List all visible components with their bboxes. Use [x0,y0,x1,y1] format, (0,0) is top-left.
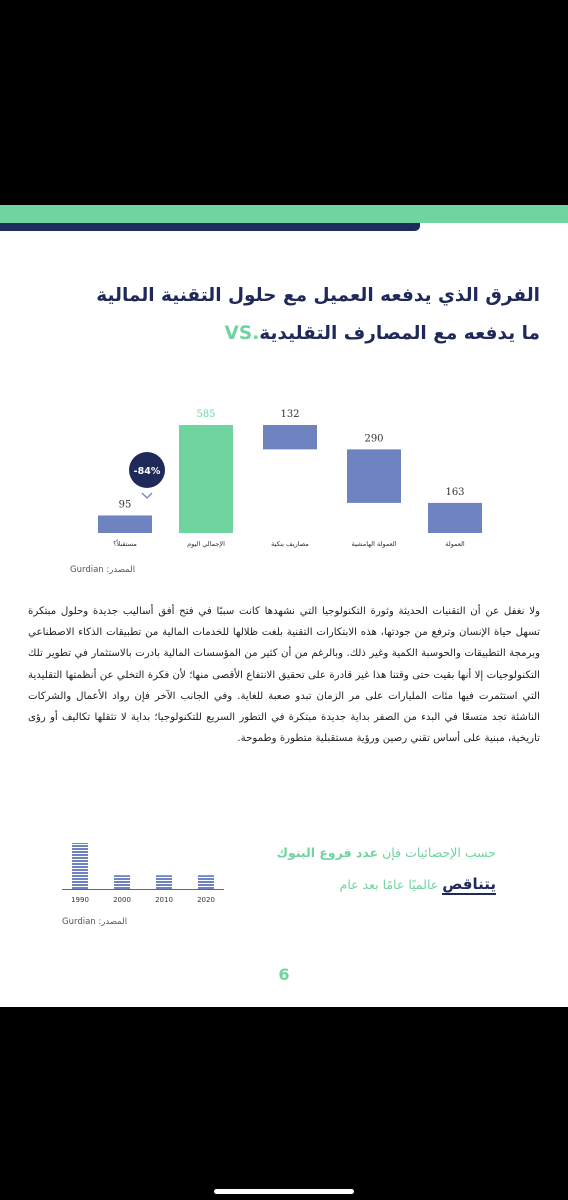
mini-chart-source: المصدر: Gurdian [62,917,128,927]
title-text: ما يدفعه مع المصارف التقليدية [259,323,540,344]
chart-bar [98,515,152,533]
vs-label: VS. [224,323,260,344]
branches-mini-chart-svg: 1990 2000 2010 2020 [62,843,224,904]
chevron-down-icon [141,492,153,499]
stat-suffix: عالميًا عامًا بعد عام [339,877,443,892]
document-page: الفرق الذي يدفعه العميل مع حلول التقنية … [0,205,568,1007]
page-title: الفرق الذي يدفعه العميل مع حلول التقنية … [96,277,540,353]
reduction-badge [129,452,165,488]
chart-category-label: العمولة الهامشية [351,540,396,548]
chart-bar [263,425,317,450]
header-band-navy [0,223,420,231]
chart-source: المصدر: Gurdian [70,565,136,575]
mini-chart-year-label: 2020 [197,896,215,904]
mini-chart-year-label: 2000 [113,896,131,904]
stat-verb: يتناقص [442,875,496,895]
waterfall-chart: 95 مستقبلاً؟ 585 الإجمالي اليوم 132 مصاريف بن… [88,395,498,559]
chart-bar [428,502,482,533]
chart-category-label: العمولة [445,540,465,548]
title-line-1: الفرق الذي يدفعه العميل مع حلول التقنية … [96,285,540,306]
mini-chart-bar [156,875,172,889]
branches-mini-chart: 1990 2000 2010 2020 [60,833,230,917]
chart-data-label: 585 [196,409,215,420]
stat-line-2: يتناقص عالميًا عامًا بعد عام [277,869,496,900]
chart-category-label: مصاريف بنكية [271,540,309,548]
statistic-callout: حسب الإحصائيات فإن عدد فروع البنوك يتناق… [277,837,496,900]
stat-prefix: حسب الإحصائيات فإن [378,845,496,860]
page-number: 6 [278,965,290,984]
mini-chart-year-label: 2010 [155,896,173,904]
chart-category-label: مستقبلاً؟ [113,539,137,548]
chart-category-label: الإجمالي اليوم [187,540,225,548]
waterfall-chart-svg: 95 مستقبلاً؟ 585 الإجمالي اليوم 132 مصاريف بن… [98,409,482,548]
mini-chart-year-label: 1990 [71,896,89,904]
chart-data-label: 163 [445,487,464,498]
stat-line-1: حسب الإحصائيات فإن عدد فروع البنوك [277,837,496,869]
body-paragraph: ولا نغفل عن أن التقنيات الحديثة وثورة ال… [28,606,540,745]
stat-highlight: عدد فروع البنوك [276,845,379,860]
chart-data-label: 95 [119,499,132,510]
home-indicator[interactable] [214,1189,354,1194]
chart-data-label: 290 [364,433,383,444]
mini-chart-bar [114,875,130,889]
chart-bar [347,449,401,503]
chart-bar [179,425,233,533]
header-band-green [0,205,568,223]
title-line-2: ما يدفعه مع المصارف التقليديةVS. [96,315,540,353]
mini-chart-bar [72,843,88,889]
chart-data-label: 132 [280,409,299,420]
reduction-badge-label: -84% [134,466,161,477]
mini-chart-bar [198,875,214,889]
